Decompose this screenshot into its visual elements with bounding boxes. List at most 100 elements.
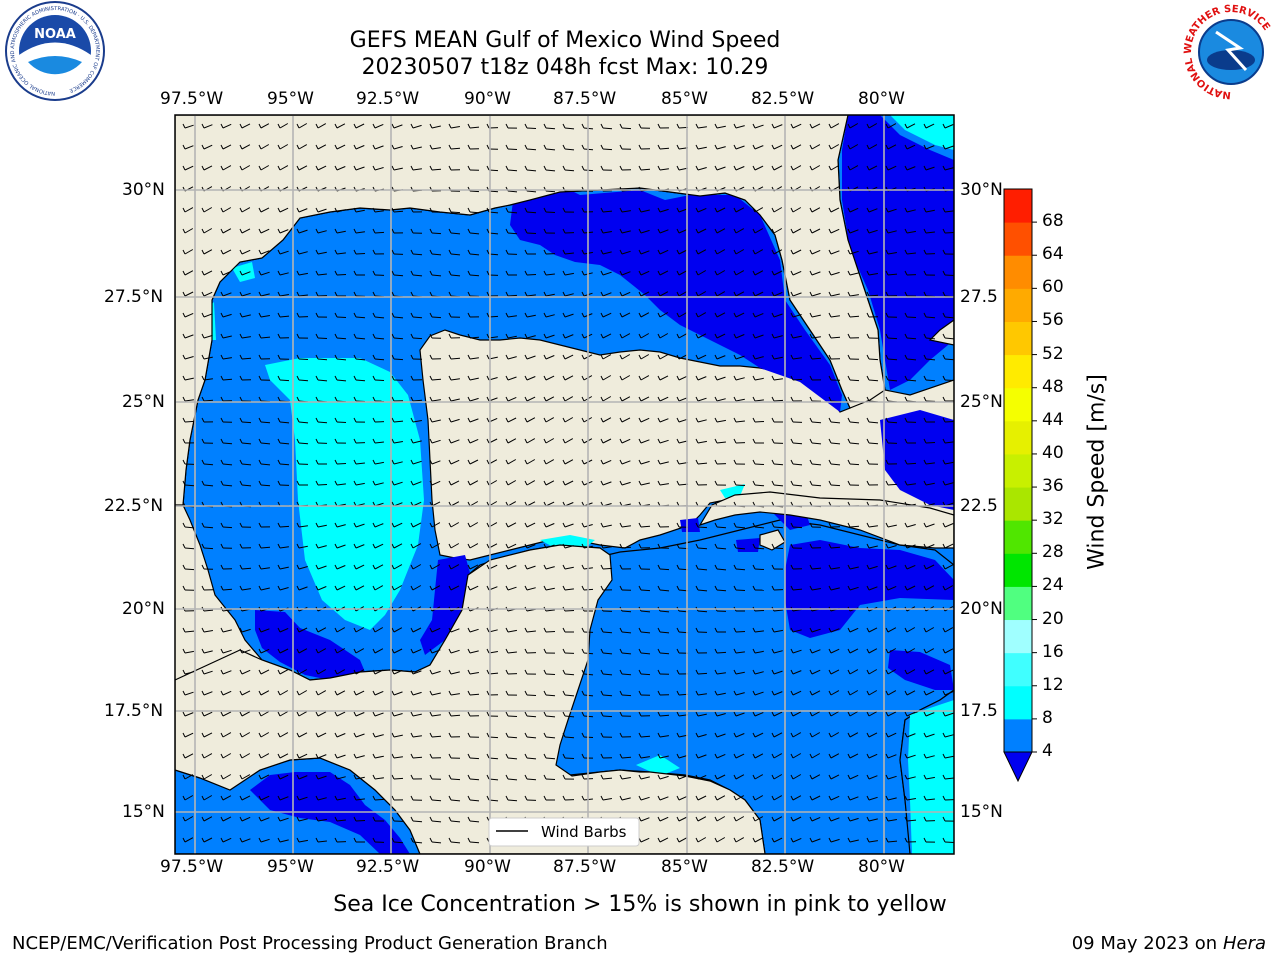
- wind-barb-flag: [505, 438, 509, 444]
- wind-barb: [507, 148, 518, 150]
- wind-barb: [564, 673, 575, 676]
- wind-barb-flag: [315, 669, 319, 675]
- wind-barb-flag: [543, 669, 547, 675]
- colorbar-tick-label: 12: [1042, 674, 1064, 695]
- wind-barb: [906, 564, 916, 570]
- wind-barb-flag: [771, 312, 775, 318]
- wind-barb: [792, 123, 802, 129]
- wind-barb-flag: [600, 543, 604, 549]
- wind-barb: [374, 231, 385, 234]
- wind-barb: [241, 628, 251, 633]
- wind-barb-flag: [600, 669, 604, 675]
- wind-barb: [526, 190, 537, 193]
- wind-barb-flag: [923, 312, 927, 318]
- wind-barb: [602, 524, 612, 528]
- wind-barb-flag: [543, 333, 547, 339]
- wind-barb: [298, 669, 308, 675]
- wind-barb-flag: [182, 459, 186, 465]
- wind-barb-flag: [410, 837, 414, 843]
- wind-barb: [659, 249, 669, 255]
- wind-barb: [621, 673, 632, 676]
- wind-barb: [412, 460, 422, 465]
- wind-barb: [507, 459, 517, 465]
- wind-barb: [241, 463, 252, 466]
- wind-barb-flag: [619, 648, 623, 654]
- wind-barb: [469, 799, 480, 802]
- wind-barb: [393, 841, 404, 844]
- wind-barb-flag: [258, 144, 262, 150]
- wind-barb-flag: [258, 165, 262, 171]
- wind-barb-flag: [505, 396, 509, 402]
- wind-barb: [450, 480, 460, 486]
- wind-barb-flag: [315, 774, 319, 780]
- wind-barb-flag: [334, 690, 338, 696]
- wind-barb: [754, 165, 764, 171]
- wind-barb-flag: [790, 690, 794, 696]
- wind-barb: [640, 396, 650, 402]
- wind-barb: [279, 463, 290, 466]
- wind-barb: [526, 355, 536, 360]
- wind-barb: [754, 774, 764, 780]
- colorbar-frame: [1003, 188, 1033, 753]
- wind-barb-flag: [182, 417, 186, 423]
- wind-barb-flag: [923, 543, 927, 549]
- wind-barb: [925, 733, 935, 738]
- wind-barb: [222, 207, 232, 213]
- wind-barb-flag: [714, 417, 718, 423]
- wind-barb: [184, 249, 194, 255]
- wind-barb: [868, 273, 878, 276]
- wind-barb-flag: [410, 795, 414, 801]
- wind-barb: [412, 274, 423, 277]
- wind-barb: [887, 690, 897, 696]
- wind-barb-flag: [429, 585, 433, 591]
- wind-barb: [849, 546, 859, 549]
- wind-barb-flag: [676, 165, 680, 171]
- wind-barb: [450, 522, 460, 528]
- wind-barb: [374, 145, 384, 150]
- wind-barb: [450, 274, 461, 277]
- wind-barb-flag: [809, 711, 813, 717]
- wind-barb-flag: [334, 543, 338, 549]
- wind-barb-flag: [676, 648, 680, 654]
- wind-barb-flag: [524, 774, 528, 780]
- wind-barb: [621, 460, 631, 465]
- map-legend: Wind Barbs: [488, 817, 640, 847]
- wind-barb: [811, 336, 821, 339]
- wind-barb: [374, 337, 385, 340]
- wind-barb: [716, 589, 727, 592]
- wind-barb-flag: [714, 375, 718, 381]
- wind-barb: [203, 816, 213, 822]
- lat-label-right: 17.5: [960, 701, 998, 721]
- colorbar-band: [1004, 255, 1032, 289]
- wind-barb-flag: [277, 249, 281, 255]
- wind-barb: [450, 357, 461, 360]
- wind-barb-flag: [809, 354, 813, 360]
- wind-barb-flag: [828, 417, 832, 423]
- wind-barb-flag: [182, 228, 186, 234]
- map-title: GEFS MEAN Gulf of Mexico Wind Speed: [349, 28, 781, 53]
- wind-barb: [526, 314, 536, 318]
- wind-barb-flag: [334, 480, 338, 486]
- wind-barb-flag: [410, 585, 414, 591]
- wind-barb: [450, 778, 461, 781]
- wind-barb: [507, 715, 518, 717]
- wind-barb-flag: [410, 543, 414, 549]
- wind-barb-flag: [296, 795, 300, 801]
- wind-barb-flag: [847, 144, 851, 150]
- wind-barb-flag: [809, 270, 813, 276]
- wind-barb: [925, 231, 935, 234]
- wind-barb-flag: [866, 690, 870, 696]
- wind-barb-flag: [695, 228, 699, 234]
- wind-barb: [773, 691, 783, 696]
- wind-barb: [260, 484, 271, 487]
- wind-barb-flag: [581, 207, 585, 213]
- wind-barb-flag: [201, 312, 205, 318]
- wind-barb: [735, 125, 745, 129]
- wind-barb-flag: [505, 774, 509, 780]
- wind-barb: [241, 442, 252, 445]
- wind-barb: [507, 565, 517, 570]
- colorbar-tick-label: 16: [1042, 641, 1064, 662]
- wind-barb: [906, 733, 916, 738]
- wind-barb: [716, 419, 726, 423]
- wind-barb-flag: [714, 627, 718, 633]
